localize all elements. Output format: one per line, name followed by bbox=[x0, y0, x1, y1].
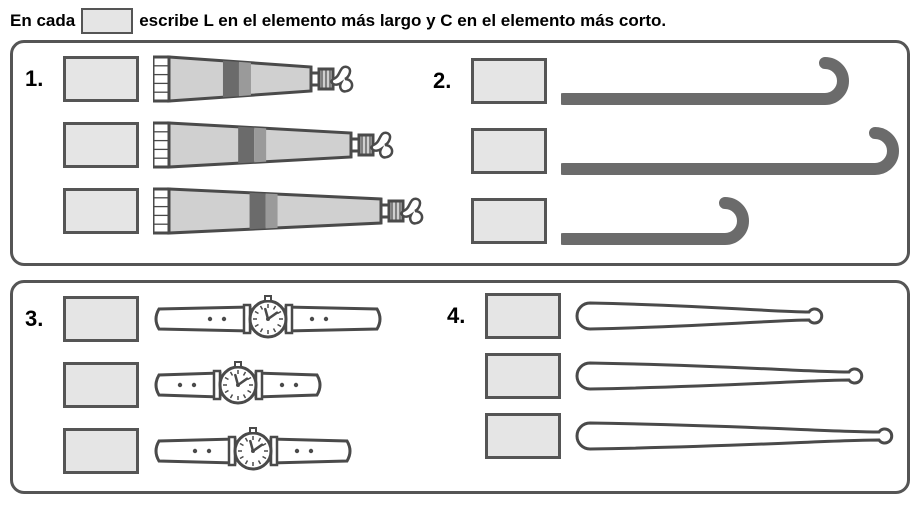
q1-answer-box-2[interactable] bbox=[63, 122, 139, 168]
instruction-sample-box bbox=[81, 8, 133, 34]
watch-icon bbox=[153, 359, 447, 411]
q3-answer-box-1[interactable] bbox=[63, 296, 139, 342]
bat-icon bbox=[575, 299, 895, 333]
question-2: 2. bbox=[433, 53, 920, 249]
hook-icon bbox=[561, 123, 920, 179]
instruction-text-after: escribe L en el elemento más largo y C e… bbox=[139, 11, 666, 31]
q1-number: 1. bbox=[25, 66, 49, 92]
q2-number: 2. bbox=[433, 68, 457, 94]
q3-answer-box-3[interactable] bbox=[63, 428, 139, 474]
q3-row-2 bbox=[25, 359, 447, 411]
q3-row-3 bbox=[25, 425, 447, 477]
q1-answer-box-1[interactable] bbox=[63, 56, 139, 102]
q2-answer-box-3[interactable] bbox=[471, 198, 547, 244]
q1-row-3 bbox=[25, 185, 433, 237]
question-4: 4. bbox=[447, 293, 895, 477]
watch-icon bbox=[153, 425, 447, 477]
q2-row-2 bbox=[433, 123, 920, 179]
q3-row-1: 3. bbox=[25, 293, 447, 345]
paint-tube-icon bbox=[153, 185, 433, 237]
q4-answer-box-1[interactable] bbox=[485, 293, 561, 339]
q1-answer-box-3[interactable] bbox=[63, 188, 139, 234]
question-3: 3. bbox=[25, 293, 447, 477]
q4-row-3 bbox=[447, 413, 895, 459]
q4-row-1: 4. bbox=[447, 293, 895, 339]
hook-icon bbox=[561, 193, 920, 249]
q4-row-2 bbox=[447, 353, 895, 399]
q4-answer-box-3[interactable] bbox=[485, 413, 561, 459]
bat-icon bbox=[575, 359, 895, 393]
bat-icon bbox=[575, 419, 895, 453]
panel-top: 1. 2. bbox=[10, 40, 910, 266]
hook-icon bbox=[561, 53, 920, 109]
q1-row-1: 1. bbox=[25, 53, 433, 105]
question-1: 1. bbox=[25, 53, 433, 249]
paint-tube-icon bbox=[153, 53, 433, 105]
q2-row-1: 2. bbox=[433, 53, 920, 109]
q3-answer-box-2[interactable] bbox=[63, 362, 139, 408]
q1-row-2 bbox=[25, 119, 433, 171]
instruction-text-before: En cada bbox=[10, 11, 75, 31]
q4-answer-box-2[interactable] bbox=[485, 353, 561, 399]
q3-number: 3. bbox=[25, 306, 49, 332]
paint-tube-icon bbox=[153, 119, 433, 171]
q2-answer-box-2[interactable] bbox=[471, 128, 547, 174]
watch-icon bbox=[153, 293, 447, 345]
q2-answer-box-1[interactable] bbox=[471, 58, 547, 104]
q2-row-3 bbox=[433, 193, 920, 249]
panel-bottom: 3. 4. bbox=[10, 280, 910, 494]
q4-number: 4. bbox=[447, 303, 471, 329]
instruction-line: En cada escribe L en el elemento más lar… bbox=[10, 8, 910, 34]
